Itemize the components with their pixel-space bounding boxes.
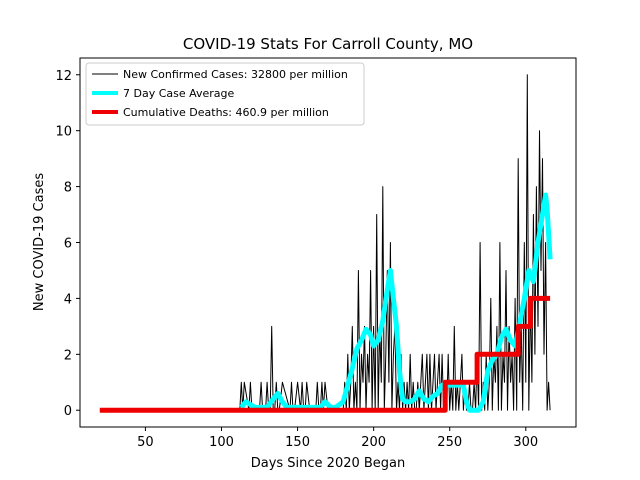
legend: New Confirmed Cases: 32800 per million 7… <box>86 63 364 125</box>
x-tick-label: 300 <box>513 435 538 450</box>
x-tick-label: 250 <box>437 435 462 450</box>
x-tick-label: 100 <box>209 435 234 450</box>
y-tick-label: 0 <box>64 404 72 419</box>
y-axis-label: New COVID-19 Cases <box>32 173 47 311</box>
legend-label-cumulative-deaths: Cumulative Deaths: 460.9 per million <box>123 106 329 119</box>
y-tick-label: 8 <box>64 181 72 196</box>
x-tick-label: 50 <box>137 435 154 450</box>
y-tick-label: 10 <box>55 125 72 140</box>
y-tick-label: 12 <box>55 69 72 84</box>
legend-label-new-cases: New Confirmed Cases: 32800 per million <box>123 68 348 81</box>
y-tick-label: 2 <box>64 348 72 363</box>
x-tick-label: 150 <box>285 435 310 450</box>
legend-label-7-day-average: 7 Day Case Average <box>123 87 235 100</box>
x-axis-label: Days Since 2020 Began <box>251 456 406 471</box>
y-tick-label: 4 <box>64 292 72 307</box>
chart-title: COVID-19 Stats For Carroll County, MO <box>183 35 473 53</box>
x-tick-label: 200 <box>361 435 386 450</box>
y-tick-label: 6 <box>64 237 72 252</box>
